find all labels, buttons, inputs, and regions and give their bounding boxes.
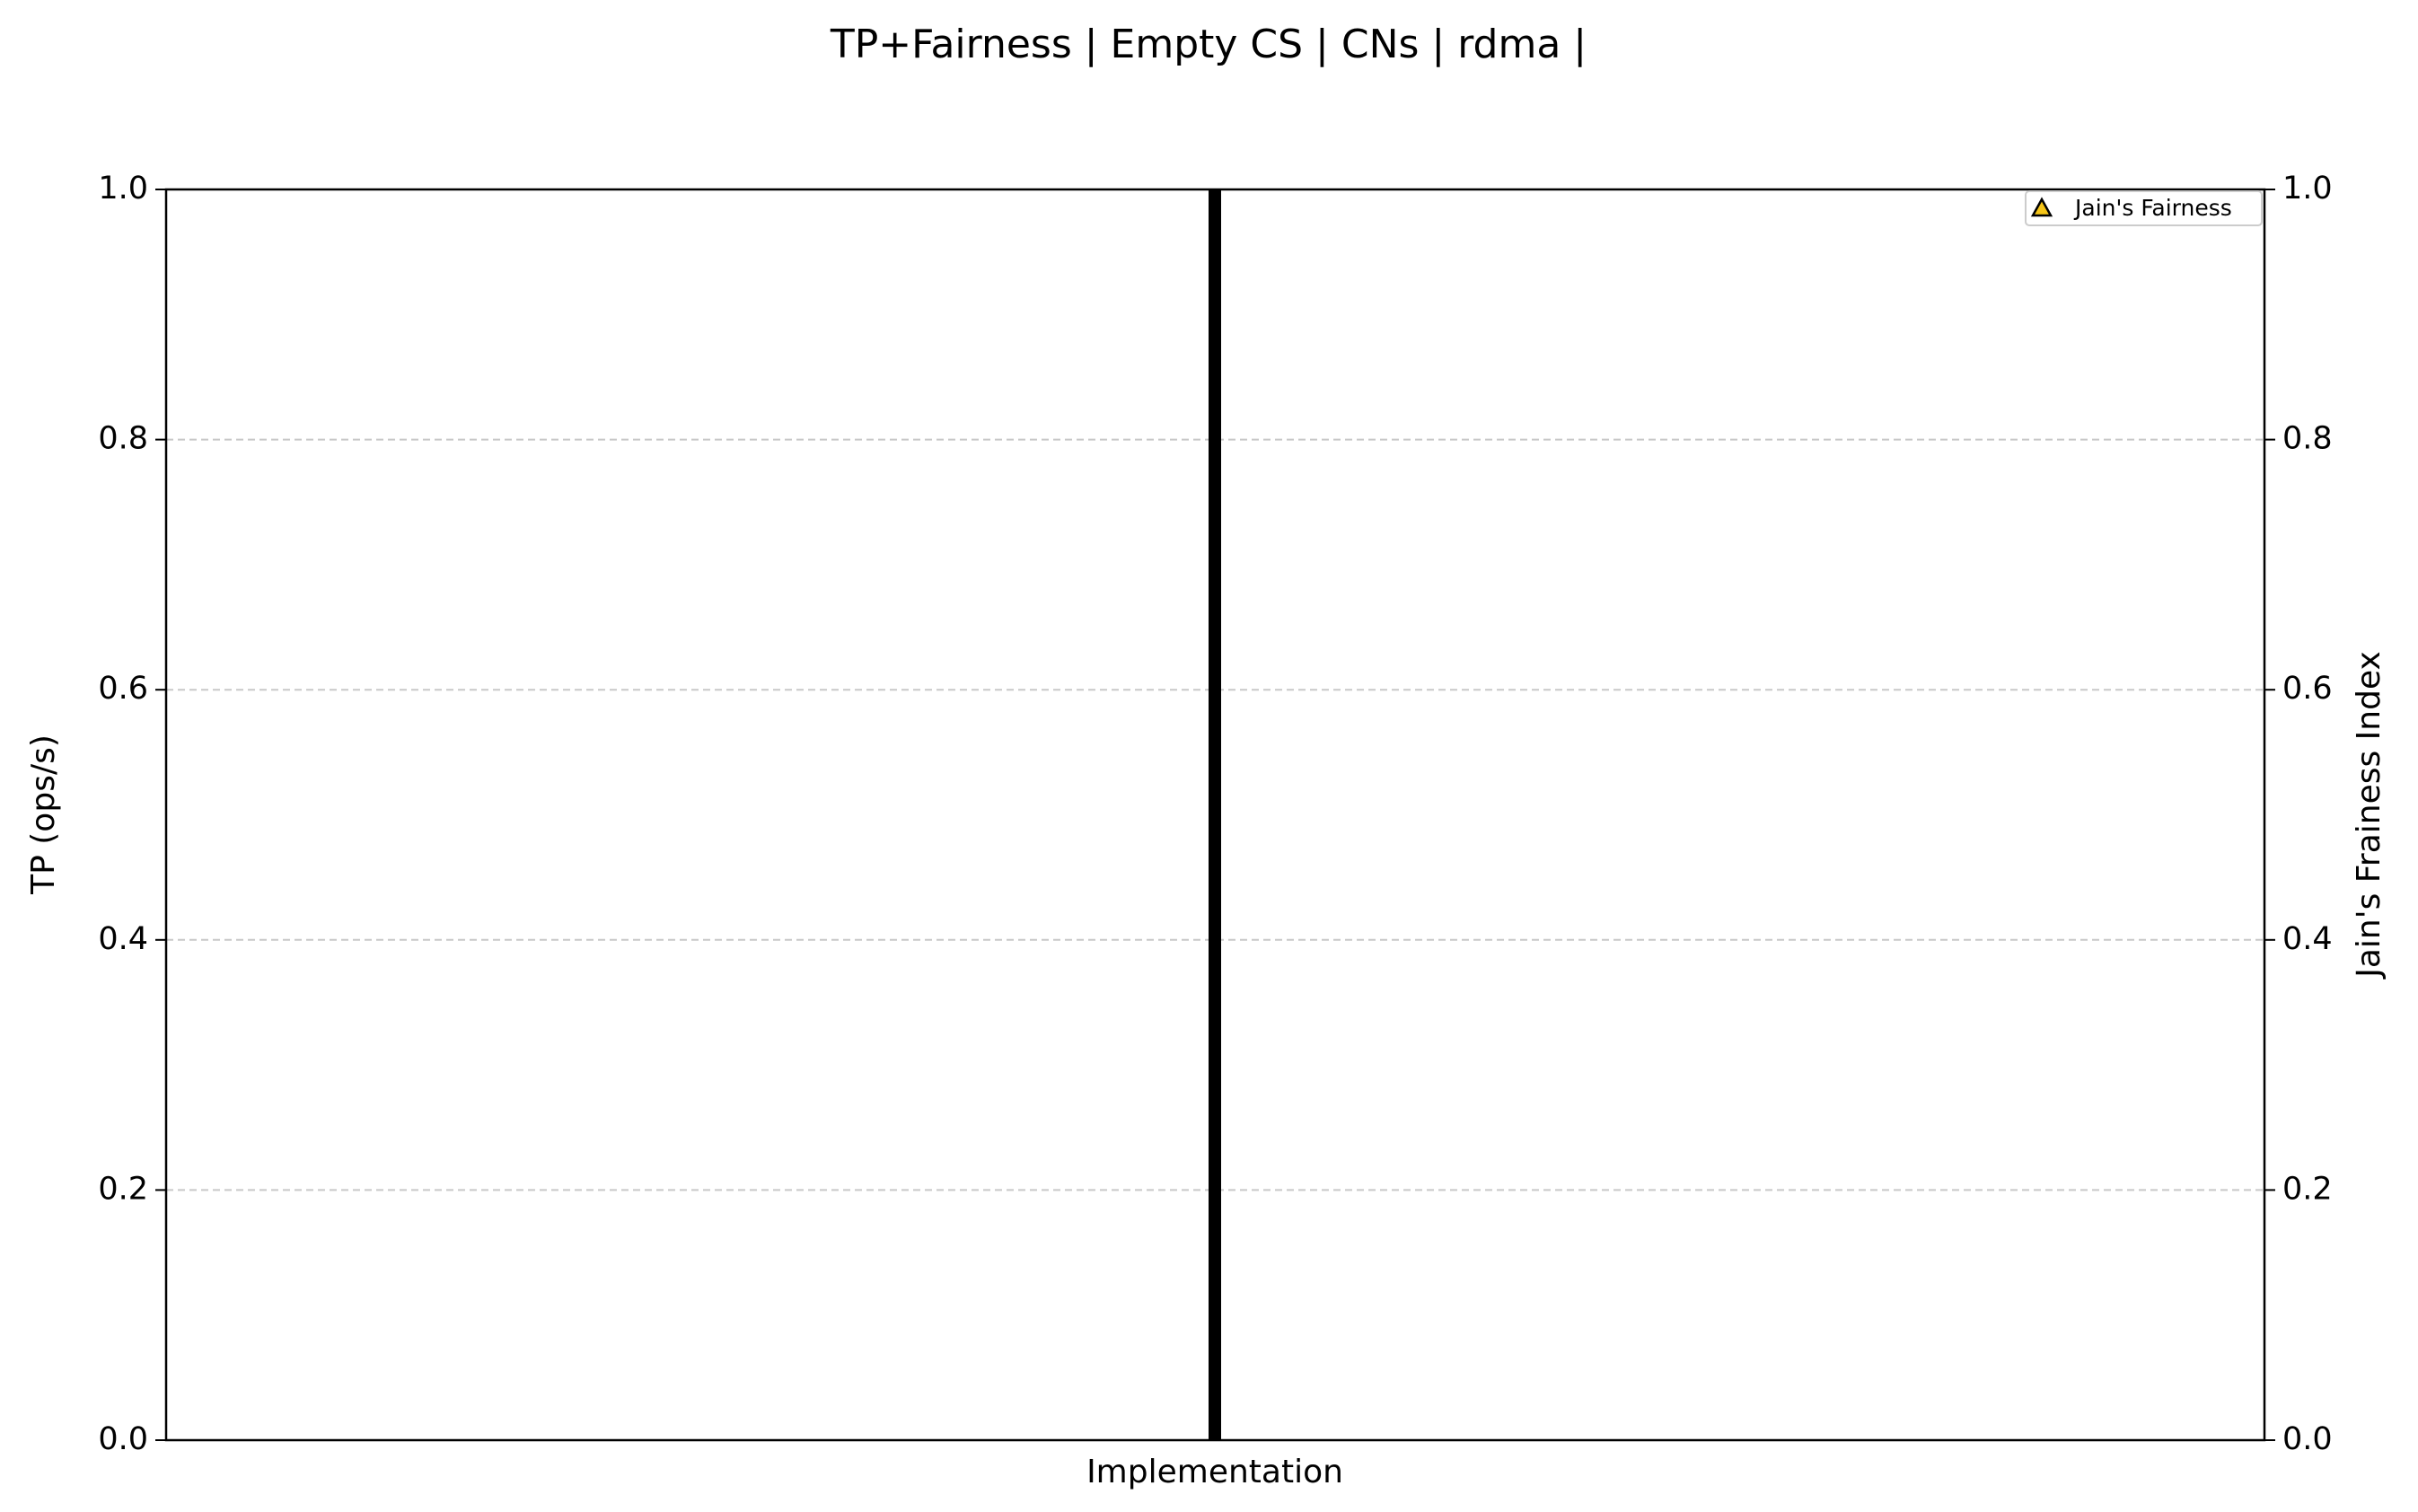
y-tick-label: 0.4 <box>98 921 148 957</box>
legend-box <box>2025 190 2263 226</box>
y2-tick-label: 0.6 <box>2282 671 2333 707</box>
legend-label: Jain's Fairness <box>2073 195 2232 221</box>
x-axis-label: Implementation <box>1086 1454 1343 1490</box>
y-tick-label: 1.0 <box>98 171 148 207</box>
legend-marker <box>2030 197 2053 217</box>
y-tick-label: 0.2 <box>98 1171 148 1207</box>
y-tick-label: 0.0 <box>98 1421 148 1457</box>
y2-tick-label: 0.4 <box>2282 921 2333 957</box>
plot-frame <box>164 188 2266 1442</box>
y2-tick-label: 0.0 <box>2282 1421 2333 1457</box>
y-tick-label: 0.6 <box>98 671 148 707</box>
y2-tick-label: 0.2 <box>2282 1171 2333 1207</box>
y2-axis-label: Jain's Frainess Index <box>2351 651 2387 980</box>
chart-title: TP+Fairness | Empty CS | CNs | rdma | <box>830 22 1587 67</box>
y2-tick-label: 1.0 <box>2282 171 2333 207</box>
y-tick-label: 0.8 <box>98 421 148 457</box>
y2-tick-label: 0.8 <box>2282 421 2333 457</box>
y-axis-label: TP (ops/s) <box>25 734 62 895</box>
